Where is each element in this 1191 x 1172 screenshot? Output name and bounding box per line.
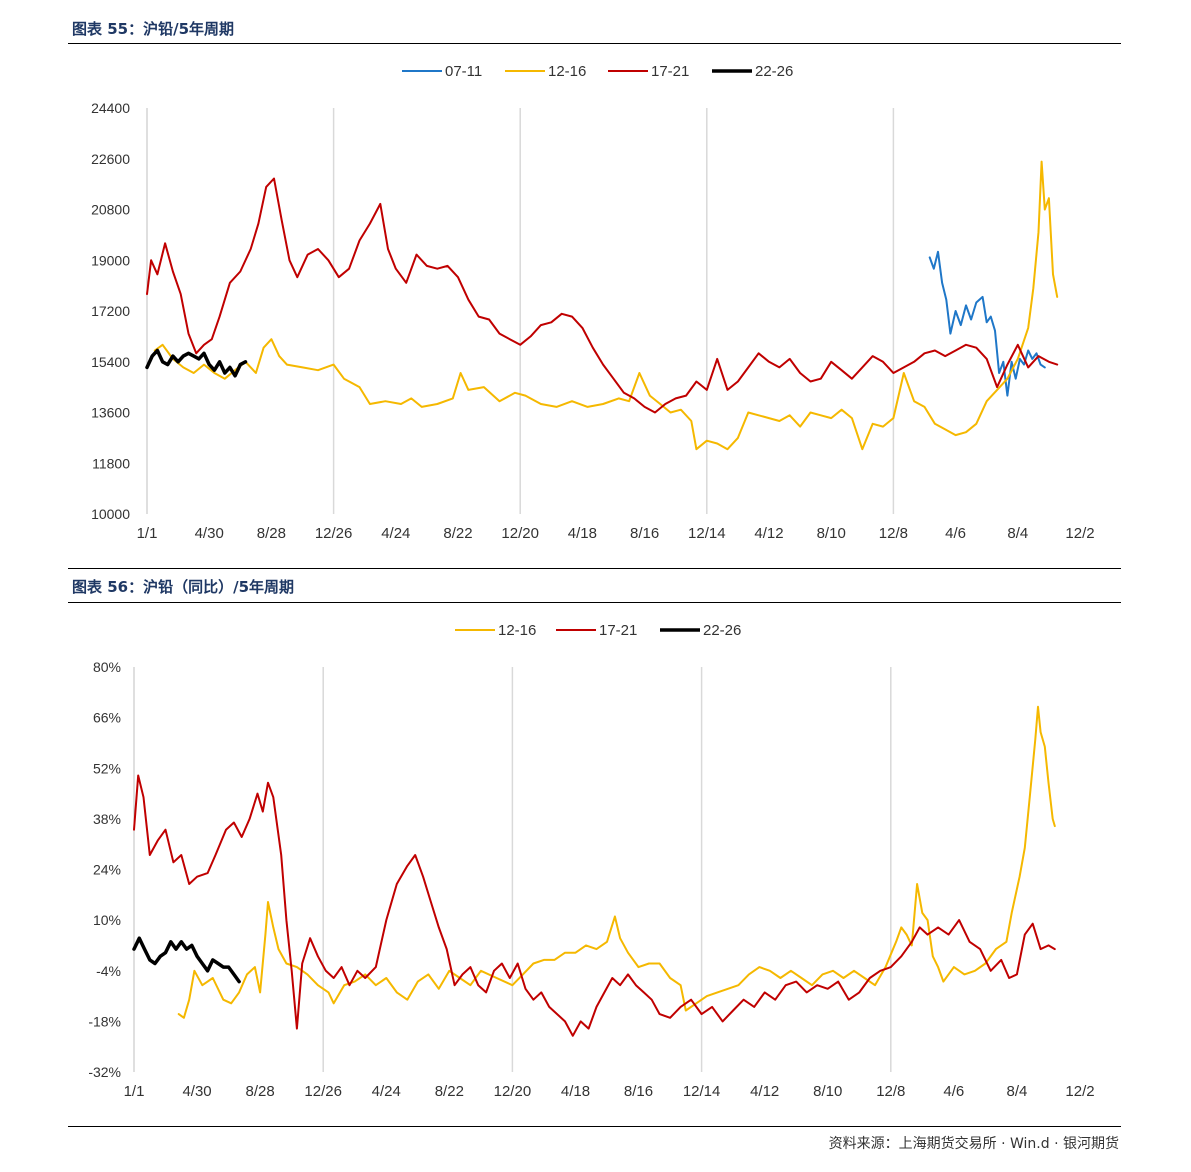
x-tick-label: 4/30	[182, 1083, 211, 1100]
footer-rule	[68, 1126, 1121, 1127]
y-tick-label: 52%	[93, 760, 121, 776]
series-line-17-21	[146, 177, 1059, 414]
chart-56-title: 图表 56：沪铅（同比）/5年周期	[72, 578, 295, 596]
y-tick-label: -32%	[88, 1064, 121, 1080]
x-tick-label: 12/26	[304, 1083, 342, 1100]
chart-55: 24400 22600 20800 19000 17200 15400 13600 11800…	[91, 63, 1095, 542]
x-tick-label: 12/20	[501, 525, 539, 542]
y-tick-label: 13600	[91, 405, 130, 421]
x-tick-label: 8/16	[624, 1083, 653, 1100]
x-tick-label: 12/14	[683, 1083, 721, 1100]
x-tick-label: 4/18	[561, 1083, 590, 1100]
y-tick-label: 11800	[92, 455, 130, 471]
x-tick-label: 4/6	[943, 1083, 964, 1100]
x-tick-label: 8/22	[443, 525, 472, 542]
x-tick-label: 4/30	[195, 525, 224, 542]
y-tick-label: 38%	[93, 811, 121, 827]
y-tick-label: 10000	[91, 506, 130, 522]
y-tick-label: 66%	[93, 710, 121, 726]
y-tick-label: 24%	[93, 862, 121, 878]
x-tick-label: 8/4	[1007, 1083, 1028, 1100]
y-tick-label: 10%	[93, 912, 121, 928]
series-line-07-11	[928, 250, 1046, 397]
section-rule	[68, 568, 1121, 569]
x-tick-label: 4/12	[754, 525, 783, 542]
chart-55-title: 图表 55：沪铅/5年周期	[72, 20, 235, 38]
y-tick-label: 17200	[91, 303, 130, 319]
series-line-22-26	[145, 348, 248, 378]
legend-label-17-21: 17-21	[651, 63, 689, 80]
legend-label-07-11: 07-11	[445, 63, 482, 80]
x-tick-label: 12/14	[688, 525, 726, 542]
x-tick-label: 8/28	[246, 1083, 275, 1100]
x-tick-label: 12/20	[494, 1083, 532, 1100]
x-tick-label: 12/8	[876, 1083, 905, 1100]
series-line-12-16	[153, 160, 1059, 451]
x-tick-label: 12/26	[315, 525, 353, 542]
x-tick-label: 1/1	[124, 1083, 145, 1100]
y-tick-label: 20800	[91, 202, 130, 218]
legend-label-12-16: 12-16	[498, 622, 536, 639]
y-tick-label: -4%	[96, 963, 121, 979]
series-line-22-26	[132, 936, 241, 984]
y-tick-label: 80%	[93, 659, 121, 675]
x-tick-label: 4/18	[568, 525, 597, 542]
x-tick-label: 4/12	[750, 1083, 779, 1100]
y-tick-label: 22600	[91, 151, 130, 167]
x-tick-label: 8/4	[1007, 525, 1028, 542]
x-tick-label: 8/16	[630, 525, 659, 542]
chart-56: 80% 66% 52% 38% 24% 10% -4% -18% -32%1/1 4/30 8/28…	[88, 622, 1094, 1100]
source-note: 资料来源：上海期货交易所 · Win.d · 银河期货	[828, 1136, 1119, 1152]
x-tick-label: 8/22	[435, 1083, 464, 1100]
x-tick-label: 8/10	[817, 525, 846, 542]
x-tick-label: 4/6	[945, 525, 966, 542]
x-tick-label: 8/10	[813, 1083, 842, 1100]
x-tick-label: 8/28	[257, 525, 286, 542]
x-tick-label: 4/24	[372, 1083, 401, 1100]
y-tick-label: 24400	[91, 100, 130, 116]
legend-label-12-16: 12-16	[548, 63, 586, 80]
title-rule	[68, 602, 1121, 603]
y-tick-label: -18%	[88, 1013, 121, 1029]
y-tick-label: 15400	[91, 354, 130, 370]
legend-label-22-26: 22-26	[755, 63, 793, 80]
x-tick-label: 12/2	[1065, 1083, 1094, 1100]
x-tick-label: 1/1	[137, 525, 158, 542]
legend-label-22-26: 22-26	[703, 622, 741, 639]
y-tick-label: 19000	[91, 252, 130, 268]
title-rule	[68, 43, 1121, 44]
x-tick-label: 12/8	[879, 525, 908, 542]
x-tick-label: 4/24	[381, 525, 410, 542]
legend-label-17-21: 17-21	[599, 622, 637, 639]
series-line-12-16	[177, 705, 1056, 1019]
series-line-17-21	[133, 774, 1056, 1037]
x-tick-label: 12/2	[1065, 525, 1094, 542]
